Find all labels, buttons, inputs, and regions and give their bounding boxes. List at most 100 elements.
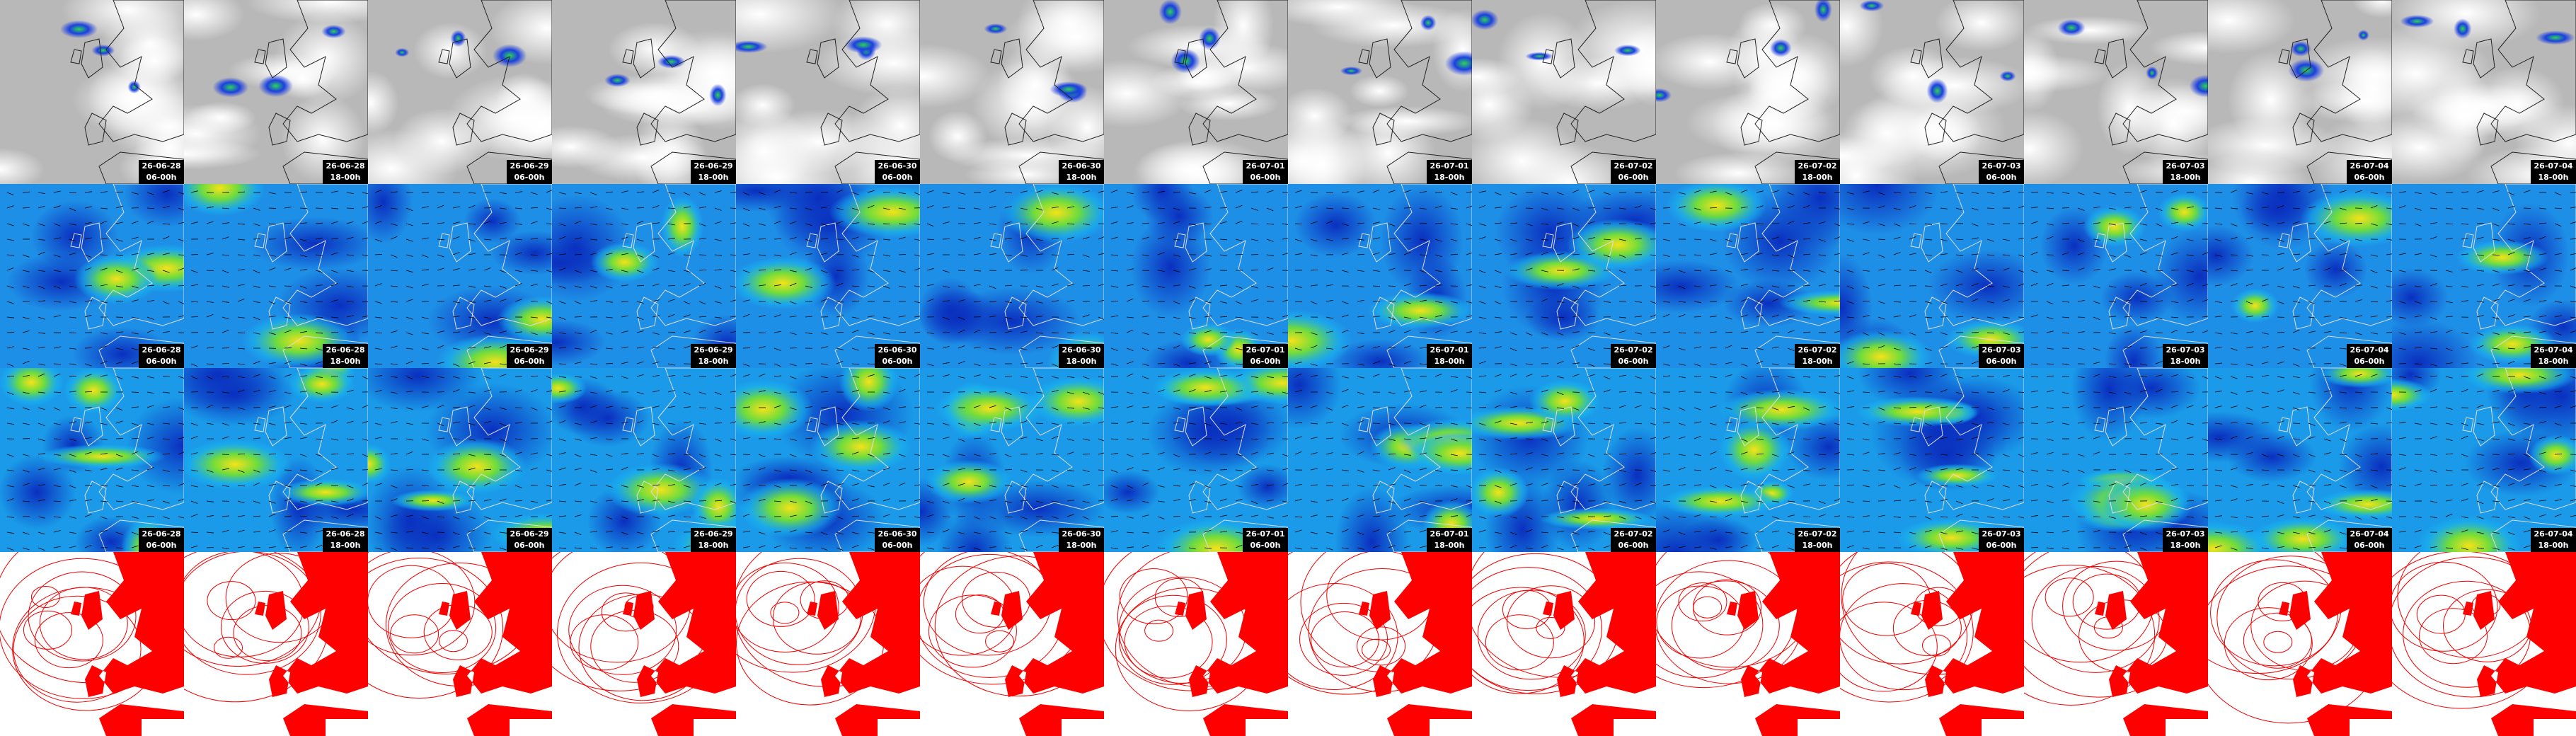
wind-arrow xyxy=(100,453,108,455)
wind-arrow xyxy=(1694,469,1701,471)
wind-arrow xyxy=(2170,301,2178,304)
wind-arrow xyxy=(2323,438,2331,442)
wind-arrow xyxy=(989,422,996,424)
wind-arrow xyxy=(6,192,14,195)
wind-arrow xyxy=(558,285,566,289)
wind-arrow xyxy=(1846,347,1854,350)
wind-arrow xyxy=(100,345,108,349)
panel-time: 18-00h xyxy=(2538,173,2568,182)
panel-date: 26-06-28 xyxy=(326,345,364,355)
wind-arrow xyxy=(2398,253,2406,255)
wind-arrow xyxy=(1541,192,1548,195)
wind-arrow xyxy=(742,283,750,287)
wind-arrow xyxy=(1756,391,1764,394)
wind-arrow xyxy=(958,299,965,302)
wind-arrow xyxy=(483,332,491,335)
wind-arrow xyxy=(898,285,906,288)
wind-arrow xyxy=(1310,500,1318,503)
isobar xyxy=(770,602,800,624)
jet xyxy=(2249,517,2357,552)
wind-arrow xyxy=(652,530,660,533)
wind-arrow xyxy=(1955,454,1963,456)
map-layer xyxy=(368,0,552,184)
wind-arrow xyxy=(1466,268,1472,271)
wind-arrow xyxy=(1572,437,1580,439)
wind-arrow xyxy=(452,531,460,536)
wind-arrow xyxy=(299,331,307,333)
wind-arrow xyxy=(1603,531,1611,536)
wind-arrow xyxy=(621,421,628,424)
wind-arrow xyxy=(2538,514,2546,517)
wind-arrow xyxy=(1419,347,1427,349)
wind-arrow xyxy=(330,221,338,224)
wind-arrow xyxy=(2186,500,2195,502)
wind-arrow xyxy=(69,421,76,424)
calm-area xyxy=(464,198,522,244)
wind-arrow xyxy=(38,285,45,289)
wind-arrow xyxy=(1126,238,1134,241)
wind-arrow xyxy=(1556,420,1564,424)
wind-arrow xyxy=(2554,436,2562,439)
wind-arrow xyxy=(1650,314,1656,318)
wind-arrow xyxy=(1434,314,1442,318)
wind-arrow xyxy=(820,299,828,302)
wind-arrow xyxy=(1204,469,1212,472)
wind-arrow xyxy=(162,205,170,209)
wind-arrow xyxy=(1250,500,1258,505)
wind-arrow xyxy=(437,238,444,241)
wind-arrow xyxy=(2108,207,2116,210)
wind-arrow xyxy=(530,407,538,410)
wind-arrow xyxy=(468,422,476,426)
wind-arrow xyxy=(742,422,751,424)
wind-arrow xyxy=(1494,192,1502,195)
rain-cell xyxy=(2400,15,2434,28)
wind-arrow xyxy=(774,238,782,240)
wind-arrow xyxy=(683,270,691,272)
wind-arrow xyxy=(1862,315,1870,318)
wind-arrow xyxy=(1266,376,1274,379)
wind-arrow xyxy=(1787,452,1795,455)
wind-arrow xyxy=(437,376,444,379)
rain-cell xyxy=(2357,30,2369,41)
wind-arrow xyxy=(1541,270,1548,272)
wind-arrow xyxy=(574,468,582,471)
wind-arrow xyxy=(1694,190,1701,193)
wind-arrow xyxy=(2414,315,2422,318)
wind-arrow xyxy=(1250,452,1258,455)
label-box xyxy=(1795,160,1840,184)
wind-arrow xyxy=(546,407,552,410)
wind-arrow xyxy=(989,315,996,318)
wind-arrow xyxy=(1157,363,1166,364)
wind-arrow xyxy=(851,452,859,455)
wind-arrow xyxy=(730,207,736,209)
rain-cell xyxy=(127,80,141,94)
wind-arrow xyxy=(437,437,444,439)
wind-arrow xyxy=(1494,207,1502,209)
wind-arrow xyxy=(100,301,108,304)
wind-arrow xyxy=(1294,238,1302,242)
wind-arrow xyxy=(546,190,552,193)
wind-arrow xyxy=(1587,374,1595,377)
wind-arrow xyxy=(374,347,382,350)
cloud xyxy=(2025,16,2154,45)
wind-arrow xyxy=(499,407,507,410)
wind-arrow xyxy=(2492,270,2500,273)
wind-arrow xyxy=(2246,207,2253,211)
wind-arrow xyxy=(1940,454,1948,456)
wind-arrow xyxy=(206,469,214,473)
wind-arrow xyxy=(1556,316,1565,318)
map-layer xyxy=(920,368,1104,552)
wind-arrow xyxy=(1204,529,1212,533)
wind-arrow xyxy=(499,316,507,319)
wind-arrow xyxy=(2507,205,2515,209)
isobar xyxy=(1472,567,1602,691)
wind-arrow xyxy=(1603,515,1611,517)
coastline xyxy=(438,184,552,368)
wind-arrow xyxy=(2414,253,2422,255)
wind-arrow xyxy=(190,270,198,273)
wind-arrow xyxy=(2277,238,2284,242)
wind-arrow xyxy=(2445,330,2453,333)
wind-arrow xyxy=(1909,483,1916,486)
panel-time: 06-00h xyxy=(2354,173,2384,182)
